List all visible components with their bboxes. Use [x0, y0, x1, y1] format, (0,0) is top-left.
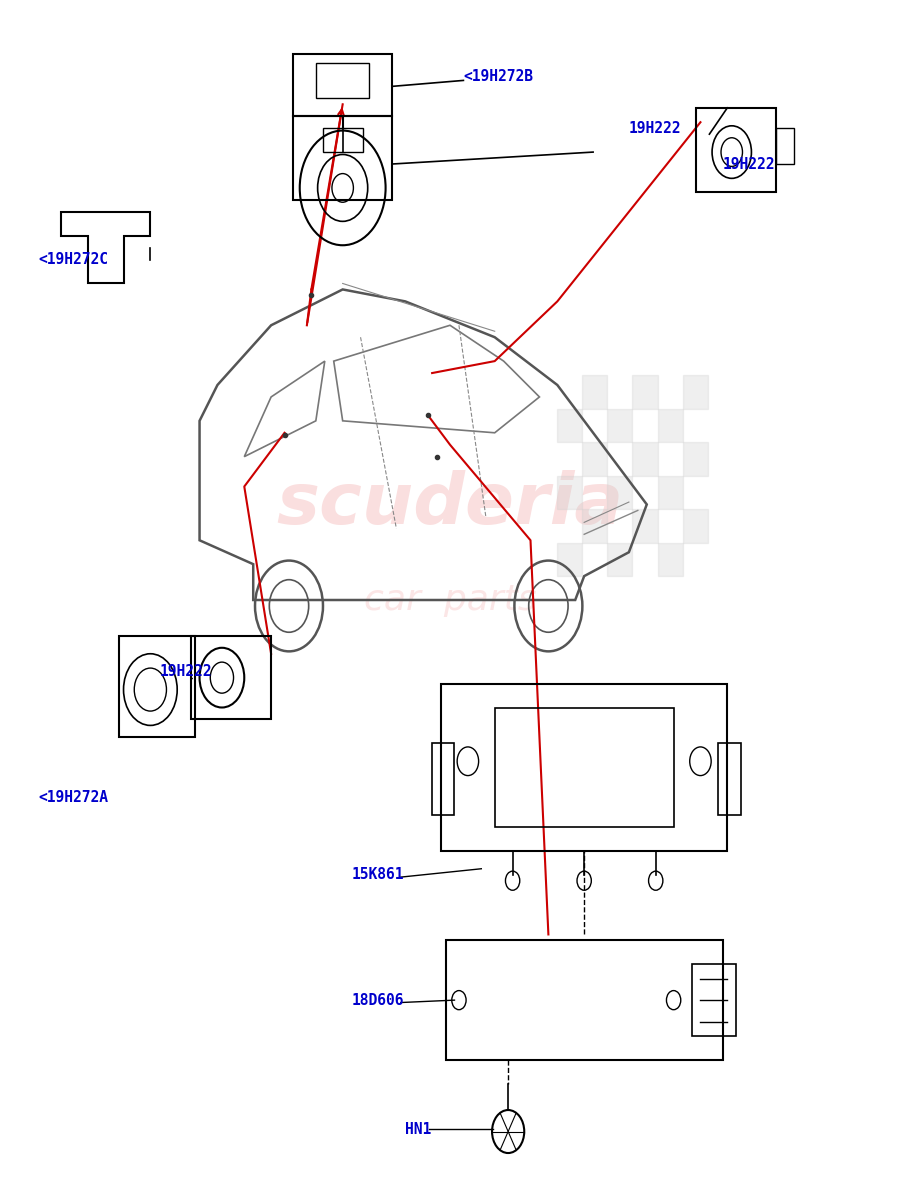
Bar: [582, 509, 608, 542]
Bar: [119, 636, 195, 737]
Bar: [316, 62, 370, 98]
Bar: [682, 376, 707, 409]
Bar: [293, 54, 392, 116]
Text: 15K861: 15K861: [352, 868, 404, 882]
Bar: [495, 708, 673, 827]
Bar: [691, 965, 736, 1036]
Text: <19H272B: <19H272B: [464, 70, 534, 84]
Bar: [191, 636, 271, 720]
Text: car  parts: car parts: [364, 583, 536, 617]
Bar: [718, 743, 741, 815]
Bar: [322, 128, 363, 152]
Bar: [682, 443, 707, 475]
Bar: [658, 475, 682, 509]
Text: 19H222: 19H222: [723, 156, 775, 172]
Bar: [582, 376, 608, 409]
Text: HN1: HN1: [405, 1122, 431, 1136]
Bar: [633, 443, 658, 475]
Text: 19H222: 19H222: [629, 121, 681, 136]
Bar: [658, 542, 682, 576]
Bar: [696, 108, 777, 192]
Bar: [777, 128, 795, 164]
Bar: [446, 941, 723, 1060]
Bar: [293, 116, 392, 200]
Bar: [557, 409, 582, 443]
Text: 18D606: 18D606: [352, 992, 404, 1008]
Text: 19H222: 19H222: [159, 664, 211, 679]
Bar: [432, 743, 454, 815]
Bar: [682, 509, 707, 542]
Text: <19H272C: <19H272C: [39, 252, 109, 268]
Text: scuderia: scuderia: [276, 470, 624, 539]
Bar: [582, 443, 608, 475]
Bar: [557, 542, 582, 576]
Text: <19H272A: <19H272A: [39, 790, 109, 804]
Bar: [608, 475, 633, 509]
Bar: [608, 409, 633, 443]
Bar: [658, 409, 682, 443]
Bar: [633, 509, 658, 542]
Bar: [557, 475, 582, 509]
Bar: [608, 542, 633, 576]
Bar: [633, 376, 658, 409]
Bar: [441, 684, 727, 851]
